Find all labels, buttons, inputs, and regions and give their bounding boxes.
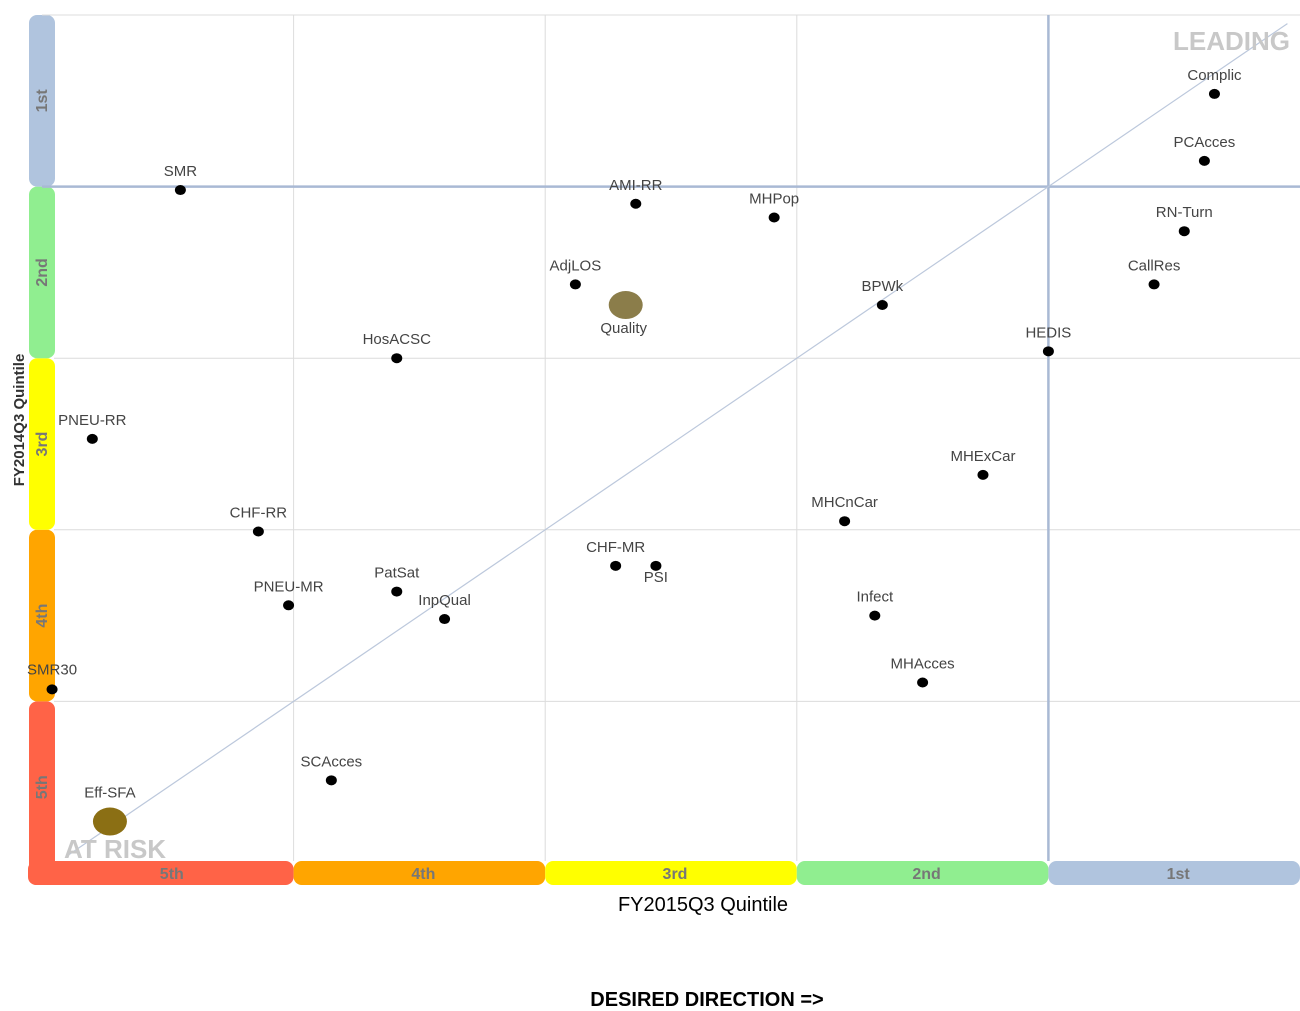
point-label: CallRes (1128, 257, 1181, 274)
desired-direction-label: DESIRED DIRECTION => (590, 989, 823, 1011)
point-label: PSI (644, 569, 668, 586)
x-band-label: 3rd (663, 866, 688, 883)
point-label: MHPop (749, 190, 799, 207)
highlight-point-eff-sfa (92, 807, 127, 836)
data-point-infect (869, 610, 881, 621)
data-point-pneu-rr (86, 433, 98, 444)
data-point-psi (650, 560, 662, 571)
data-point-mhexcar (977, 469, 989, 480)
y-band-label: 1st (34, 89, 51, 113)
data-point-rn-turn (1178, 226, 1190, 237)
point-label: BPWk (862, 278, 904, 295)
point-label: HosACSC (363, 331, 432, 348)
point-label: PCAcces (1174, 134, 1236, 151)
point-label: Eff-SFA (84, 785, 135, 802)
point-label: MHExCar (950, 448, 1015, 465)
points-layer: Complic PCAcces RN-Turn CallRes HEDIS SMR AMI-… (27, 67, 1242, 836)
point-label: MHCnCar (811, 494, 878, 511)
data-point-chf-mr (610, 560, 622, 571)
x-band-label: 4th (411, 866, 435, 883)
point-label: PatSat (374, 565, 420, 582)
y-band-5th (29, 701, 55, 885)
point-label: Quality (600, 320, 647, 337)
data-point-pneu-mr (283, 600, 295, 611)
x-band-label: 1st (1167, 866, 1191, 883)
x-band-3rd (545, 861, 797, 885)
data-point-chf-rr (252, 526, 264, 537)
x-band-1st (1048, 861, 1300, 885)
band-layer: 5th 4th 3rd 2nd 1st 5th 4th 3rd 2nd 1st (28, 15, 1300, 885)
point-label: MHAcces (891, 656, 955, 673)
point-label: PNEU-MR (254, 578, 324, 595)
point-label: InpQual (418, 592, 471, 609)
y-band-label: 5th (34, 775, 51, 799)
x-band-label: 5th (160, 866, 184, 883)
data-point-patsat (391, 586, 403, 597)
y-band-label: 3rd (34, 432, 51, 457)
data-point-mhacces (917, 677, 929, 688)
point-label: AMI-RR (609, 177, 662, 194)
point-label: HEDIS (1025, 324, 1071, 341)
point-label: CHF-RR (230, 505, 288, 522)
point-label: Infect (856, 589, 894, 606)
data-point-smr30 (46, 684, 58, 695)
data-point-adjlos (569, 279, 581, 290)
data-point-ami-rr (630, 198, 642, 209)
diagonal-reference-line (66, 23, 1288, 857)
grid-layer (42, 14, 1300, 861)
data-point-bpwk (876, 300, 888, 311)
data-point-pcacces (1198, 155, 1210, 166)
x-band-2nd (796, 861, 1049, 885)
y-band-label: 4th (34, 604, 51, 628)
x-band-5th (28, 861, 294, 885)
data-point-smr (174, 185, 186, 196)
y-axis-title: FY2014Q3 Quintile (11, 354, 28, 487)
y-band-2nd (29, 186, 55, 359)
point-label: AdjLOS (550, 257, 602, 274)
data-point-hosacsc (391, 353, 403, 364)
y-band-1st (29, 15, 55, 187)
point-label: SMR (164, 163, 198, 180)
data-point-hedis (1042, 346, 1054, 357)
y-band-4th (29, 529, 55, 702)
data-point-scacces (325, 775, 337, 786)
corner-label-at-risk: AT RISK (64, 834, 166, 864)
point-label: SCAcces (300, 753, 362, 770)
point-label: RN-Turn (1156, 204, 1213, 221)
point-label: SMR30 (27, 661, 77, 678)
data-point-callres (1148, 279, 1160, 290)
x-axis-title: FY2015Q3 Quintile (618, 894, 788, 916)
data-point-mhpop (768, 212, 780, 223)
point-label: Complic (1187, 67, 1242, 84)
x-band-label: 2nd (912, 866, 940, 883)
x-band-4th (293, 861, 546, 885)
highlight-point-quality (608, 291, 643, 320)
point-label: CHF-MR (586, 539, 645, 556)
point-label: PNEU-RR (58, 412, 127, 429)
y-band-label: 2nd (34, 258, 51, 286)
corner-label-leading: LEADING (1173, 26, 1290, 56)
y-band-3rd (29, 358, 55, 530)
data-point-complic (1208, 88, 1220, 99)
data-point-mhcncar (839, 516, 851, 527)
data-point-inpqual (439, 614, 451, 625)
